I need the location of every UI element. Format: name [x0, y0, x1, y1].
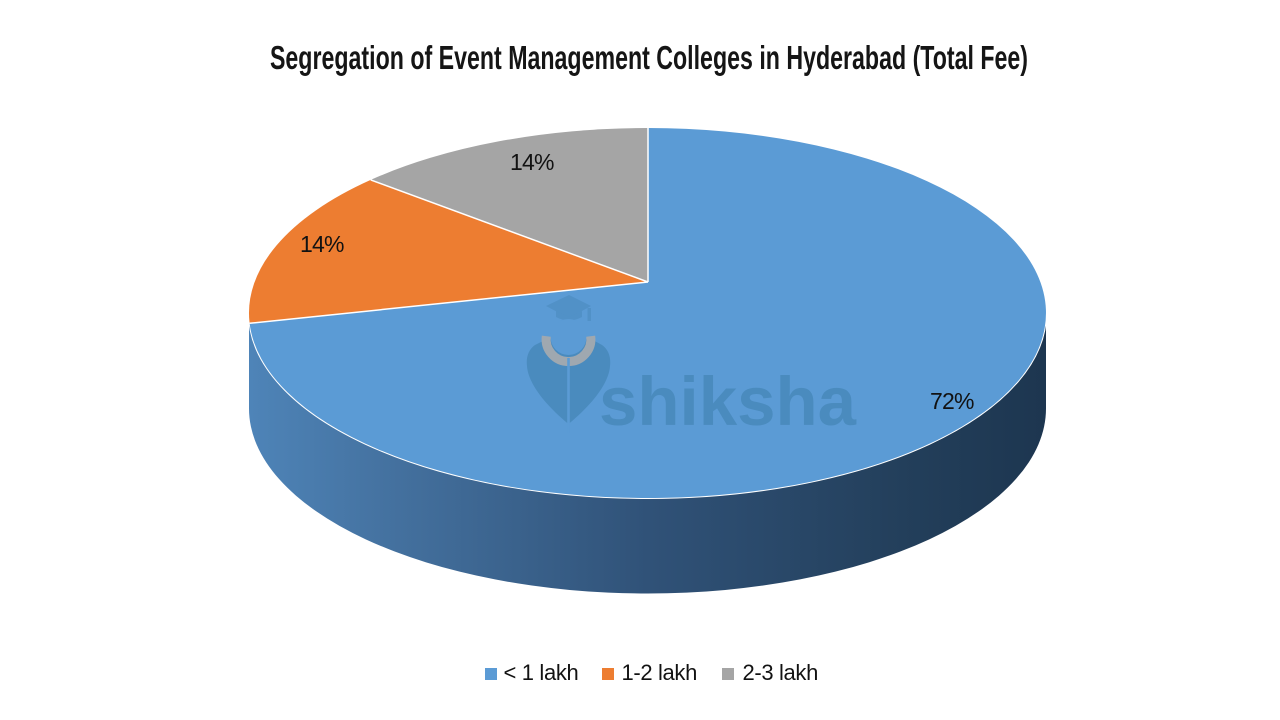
- svg-text:shiksha: shiksha: [599, 363, 857, 440]
